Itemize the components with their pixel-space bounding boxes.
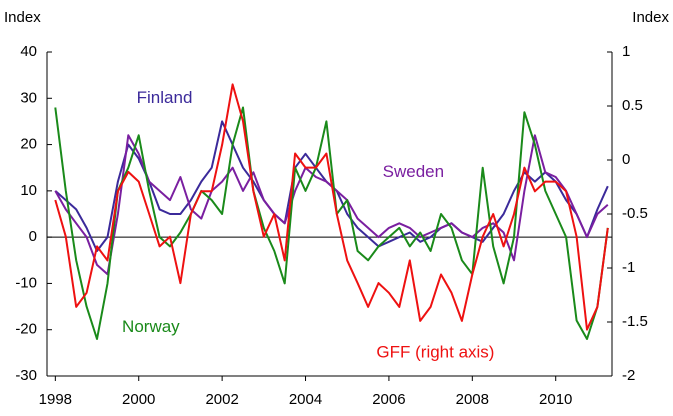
series-line <box>54 106 609 340</box>
y-tick-label: 0 <box>29 228 37 245</box>
annotation: GFF (right axis) <box>376 342 494 361</box>
y-tick-label: -20 <box>15 321 37 338</box>
x-tick-label: 2010 <box>539 391 572 408</box>
annotation: Norway <box>122 317 180 336</box>
y2-tick-label: 0 <box>622 151 630 168</box>
x-tick-label: 2006 <box>372 391 405 408</box>
y2-tick-label: 1 <box>622 43 630 60</box>
y-tick-label: 10 <box>20 182 37 199</box>
y-tick-label: 40 <box>20 43 37 60</box>
y-tick-label: -30 <box>15 367 37 384</box>
y2-tick-label: 0.5 <box>622 97 643 114</box>
x-tick-label: 2000 <box>122 391 155 408</box>
y-tick-label: 30 <box>20 89 37 106</box>
x-tick-label: 1998 <box>39 391 72 408</box>
y2-tick-label: -2 <box>622 367 635 384</box>
y-tick-label: -10 <box>15 274 37 291</box>
x-tick-label: 2004 <box>289 391 322 408</box>
y-tick-label: 20 <box>20 136 37 153</box>
x-tick-label: 2002 <box>205 391 238 408</box>
series-line <box>54 83 609 331</box>
y2-axis-title: Index <box>632 9 669 26</box>
x-tick-label: 2008 <box>456 391 489 408</box>
y-axis-title: Index <box>4 9 41 26</box>
y2-tick-label: -1.5 <box>622 313 648 330</box>
y2-tick-label: -0.5 <box>622 205 648 222</box>
annotation: Sweden <box>383 162 444 181</box>
y2-tick-label: -1 <box>622 259 635 276</box>
annotation: Finland <box>137 88 193 107</box>
